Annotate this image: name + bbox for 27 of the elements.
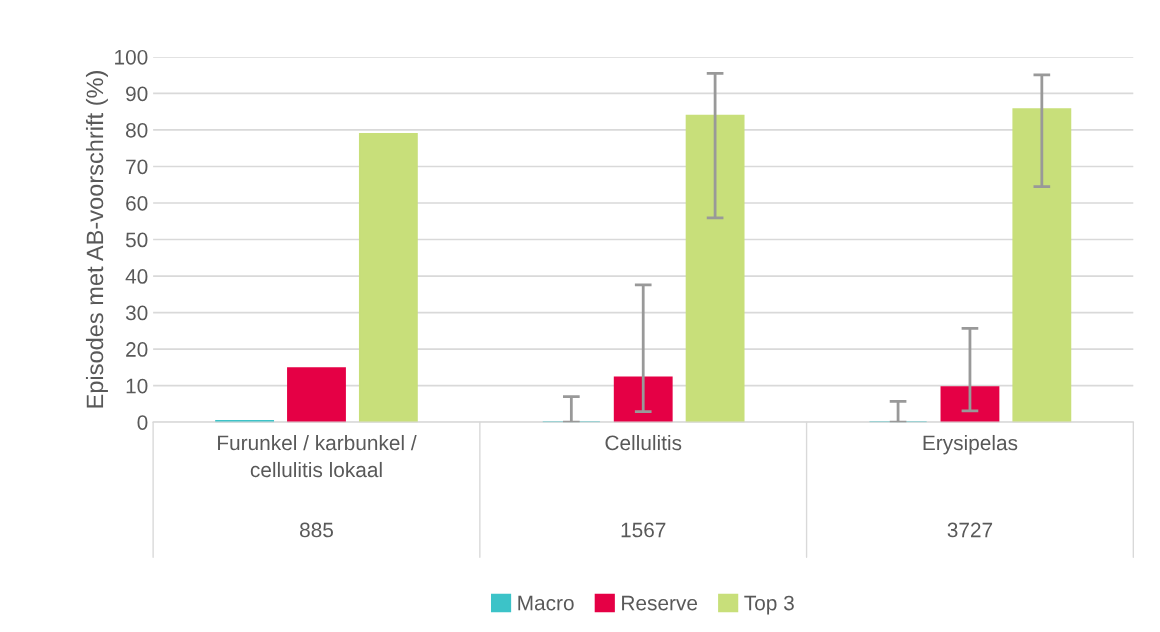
bar [287, 367, 346, 423]
bar [358, 133, 418, 423]
y-tick-label: 30 [125, 305, 148, 321]
bar [685, 114, 745, 423]
y-tick-label: 40 [125, 269, 148, 284]
y-tick-label: 80 [125, 122, 148, 138]
bar [613, 376, 673, 423]
x-tick-label: Furunkel / karbunkel / cellulitis lokaal [218, 434, 417, 478]
text: 3727 [947, 522, 993, 538]
bar [1012, 108, 1072, 423]
text: 1567 [621, 522, 666, 538]
text: 885 [300, 522, 333, 538]
y-tick-label: 50 [125, 232, 148, 248]
y-tick-label: 60 [126, 196, 148, 211]
y-tick-label: 20 [126, 342, 148, 357]
y-tick-label: 0 [137, 415, 148, 430]
x-tick-label: Erysipelas [923, 434, 1018, 455]
legend-label: Reserve [622, 595, 698, 611]
y-axis-title: Episodes met AB-voorschrift (%) [85, 71, 108, 408]
bar [940, 386, 1000, 423]
x-tick-label: Cellulitis [605, 434, 682, 451]
y-tick-label: 10 [126, 378, 148, 394]
y-tick-label: 100 [115, 49, 148, 65]
y-tick-label: 70 [126, 159, 148, 175]
y-tick-label: 90 [126, 86, 148, 102]
legend-label: Macro [518, 595, 574, 611]
legend-label: Top 3 [744, 595, 794, 615]
